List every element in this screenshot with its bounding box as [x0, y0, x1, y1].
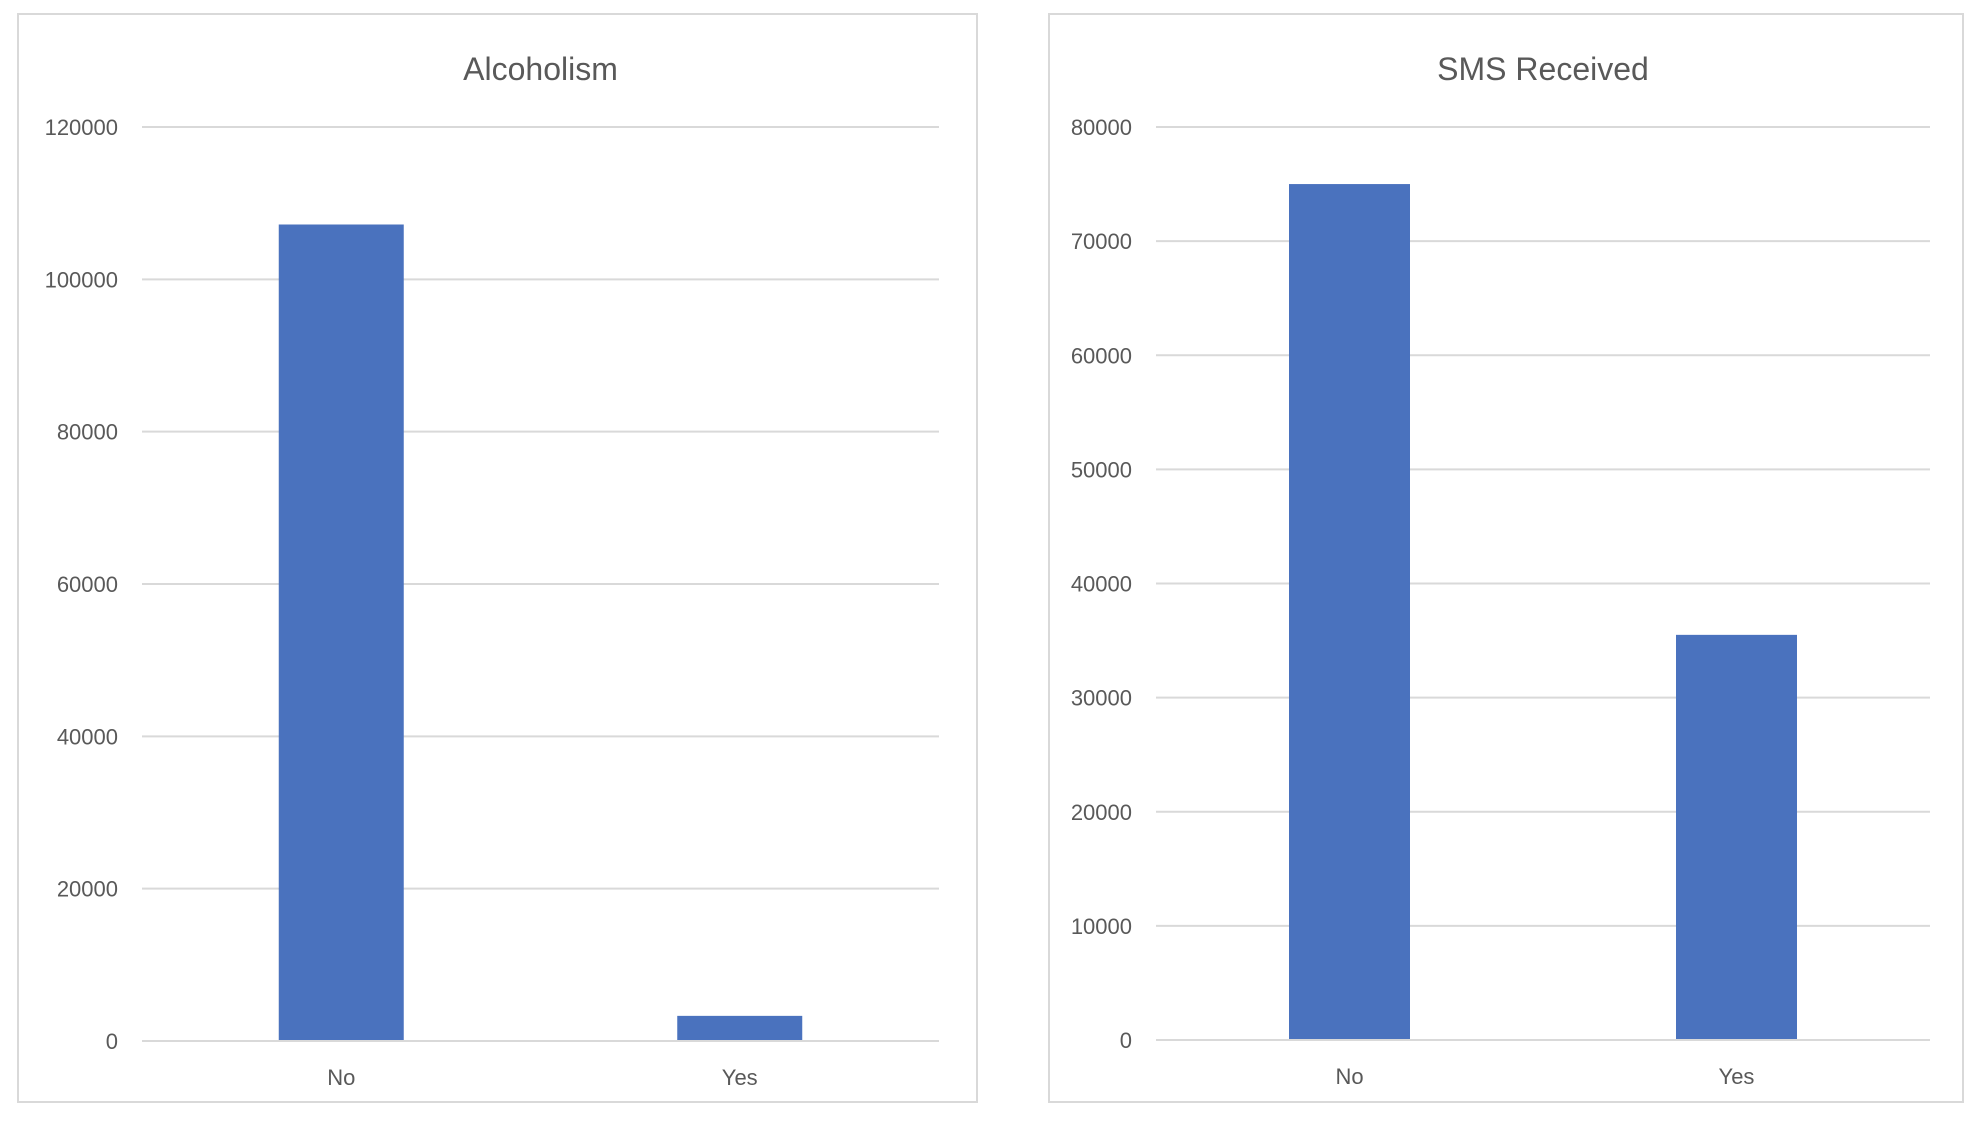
chart-title: SMS Received	[1437, 51, 1649, 87]
x-tick-label: Yes	[722, 1065, 758, 1090]
y-tick-label: 40000	[1071, 572, 1132, 597]
x-tick-label: No	[1335, 1064, 1363, 1089]
y-tick-label: 50000	[1071, 457, 1132, 482]
alcoholism-chart: Alcoholism 0 20000 40000 60000 80000 100000 120…	[45, 51, 939, 1090]
y-tick-label: 10000	[1071, 914, 1132, 939]
y-tick-label: 0	[106, 1029, 118, 1054]
sms-received-chart: SMS Received 0 10000 20000 30000 40000 50000 60…	[1071, 51, 1930, 1089]
bar-no	[1289, 184, 1410, 1040]
y-tick-label: 30000	[1071, 686, 1132, 711]
y-tick-label: 20000	[1071, 800, 1132, 825]
bar-yes	[1676, 634, 1797, 1040]
y-tick-label: 40000	[57, 724, 118, 749]
y-tick-label: 120000	[45, 115, 118, 140]
y-tick-label: 20000	[57, 877, 118, 902]
x-tick-label: No	[327, 1065, 355, 1090]
y-tick-label: 60000	[1071, 343, 1132, 368]
y-tick-label: 80000	[1071, 115, 1132, 140]
y-tick-label: 60000	[57, 572, 118, 597]
alcoholism-chart-panel: Alcoholism 0 20000 40000 60000 80000 100000 120…	[17, 13, 978, 1103]
y-tick-label: 100000	[45, 267, 118, 292]
y-tick-label: 70000	[1071, 229, 1132, 254]
x-tick-label: Yes	[1719, 1064, 1755, 1089]
bar-no	[278, 224, 404, 1041]
chart-title: Alcoholism	[463, 51, 618, 87]
bar-yes	[677, 1015, 803, 1041]
sms-received-chart-panel: SMS Received 0 10000 20000 30000 40000 50000 60…	[1048, 13, 1964, 1103]
y-tick-label: 80000	[57, 420, 118, 445]
y-tick-label: 0	[1120, 1028, 1132, 1053]
